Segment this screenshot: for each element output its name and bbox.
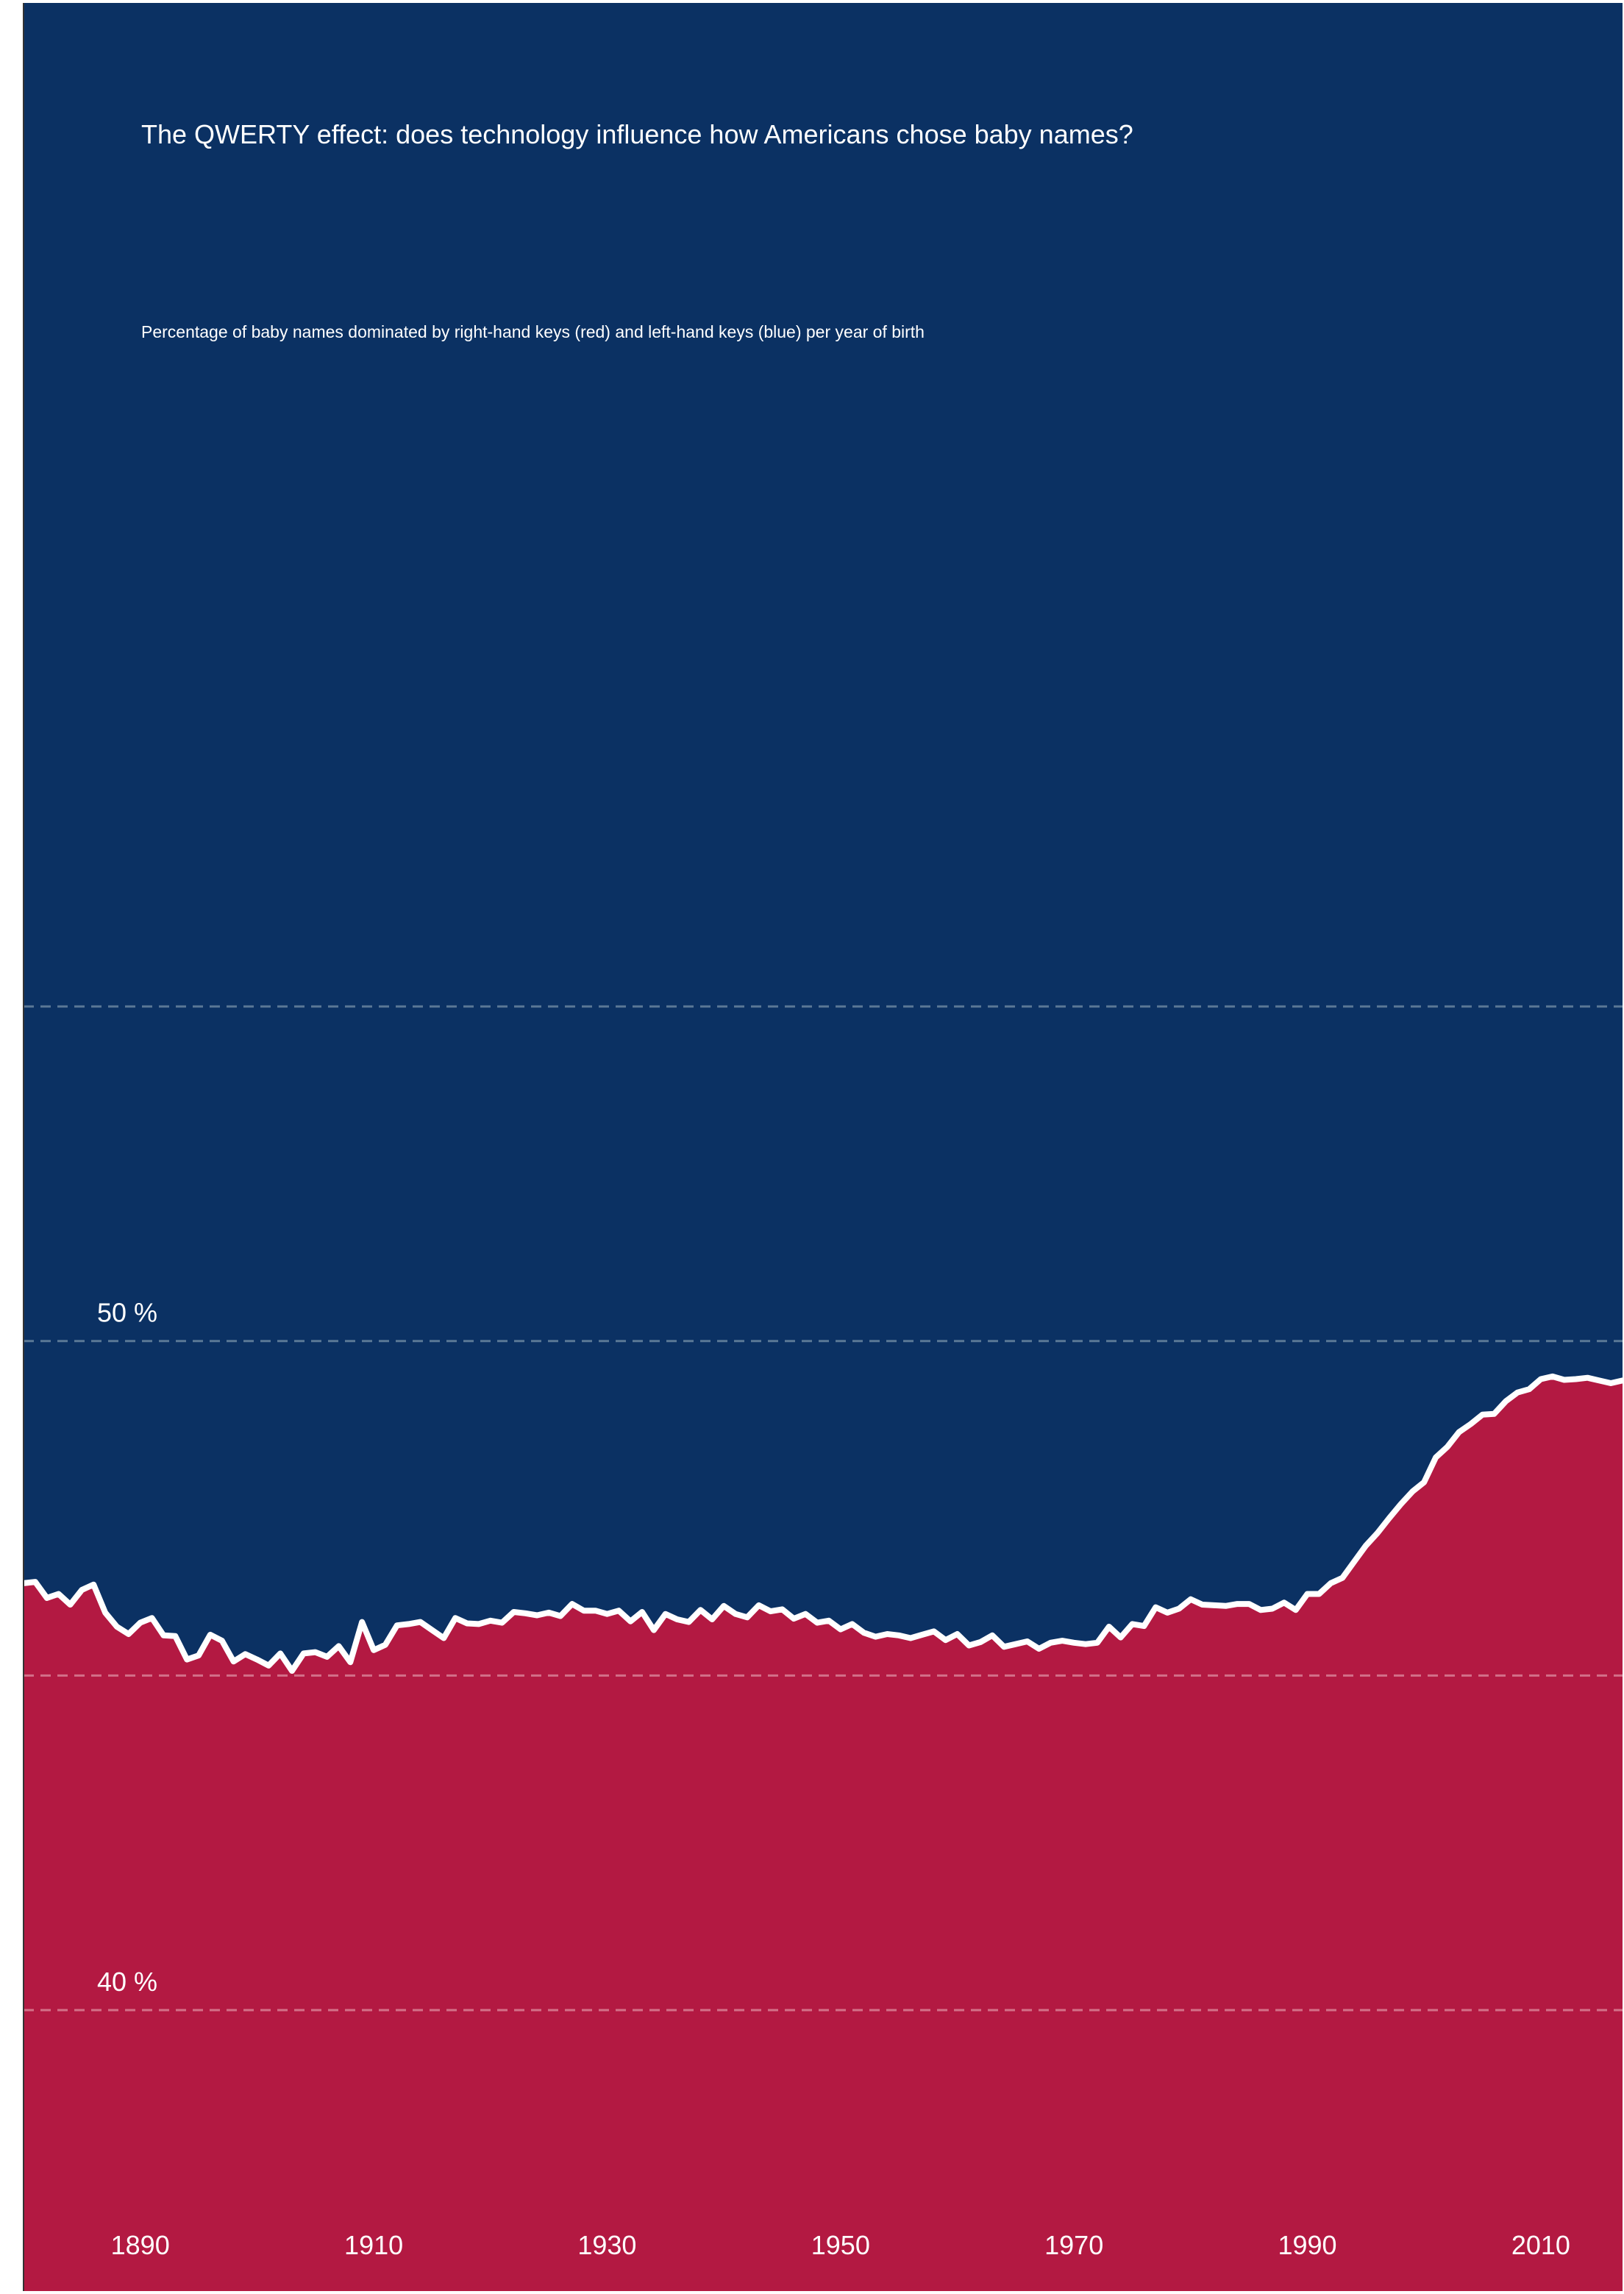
x-tick-labels: 1890 1910 1930 1950 1970 1990 2010 (111, 2230, 1570, 2260)
x-tick-label: 1990 (1278, 2230, 1336, 2260)
x-tick-label: 1970 (1044, 2230, 1103, 2260)
y-tick-label: 50 % (97, 1298, 157, 1328)
y-tick-label: 40 % (97, 1967, 157, 1997)
x-tick-label: 1950 (811, 2230, 870, 2260)
x-tick-label: 1930 (577, 2230, 636, 2260)
x-tick-label: 1890 (111, 2230, 170, 2260)
gridlines (24, 1005, 1623, 2011)
chart-subtitle: Percentage of baby names dominated by ri… (141, 322, 925, 341)
x-tick-label: 2010 (1511, 2230, 1570, 2260)
y-tick-labels: 40 % 50 % (97, 1298, 157, 1997)
lower-area (24, 1376, 1623, 2291)
series-line (21, 1373, 1624, 1674)
x-tick-label: 1910 (344, 2230, 403, 2260)
chart-title: The QWERTY effect: does technology influ… (141, 119, 1133, 149)
